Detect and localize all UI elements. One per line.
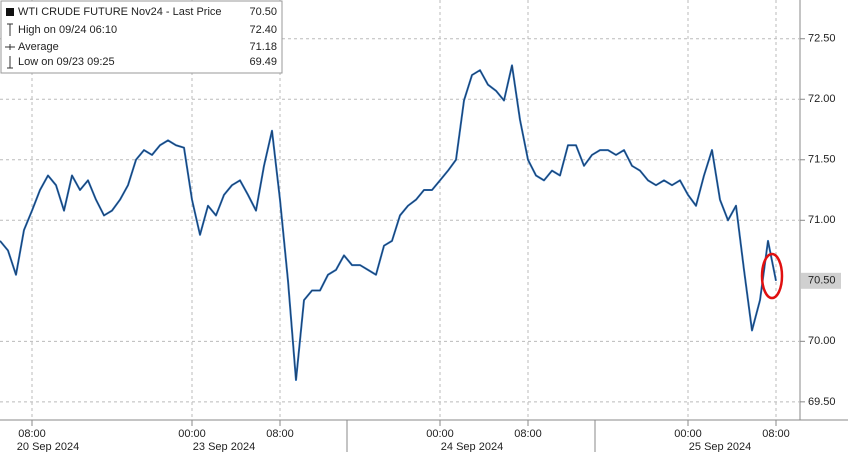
plot xyxy=(0,64,777,382)
y-tick-label: 71.00 xyxy=(808,214,836,226)
legend-name: WTI CRUDE FUTURE Nov24 - Last Price xyxy=(18,6,222,18)
x-date-label: 25 Sep 2024 xyxy=(689,441,751,452)
x-tick-label: 00:00 xyxy=(178,428,206,440)
highlight-ellipse xyxy=(760,252,784,300)
x-tick-label: 08:00 xyxy=(266,428,294,440)
x-date-label: 23 Sep 2024 xyxy=(193,441,255,452)
y-tick-label: 70.00 xyxy=(808,335,836,347)
legend-box xyxy=(0,0,283,74)
legend-name: Low on 09/23 09:25 xyxy=(18,56,115,68)
y-tick-label: 69.50 xyxy=(808,396,836,408)
x-tick-label: 08:00 xyxy=(762,428,790,440)
x-tick-label: 00:00 xyxy=(674,428,702,440)
x-tick-label: 00:00 xyxy=(426,428,454,440)
legend-value: 69.49 xyxy=(249,56,277,68)
legend: WTI CRUDE FUTURE Nov24 - Last Price 70.50… xyxy=(0,0,283,74)
x-date-label: 24 Sep 2024 xyxy=(441,441,503,452)
x-tick-label: 08:00 xyxy=(18,428,46,440)
x-date-label: 20 Sep 2024 xyxy=(17,441,79,452)
legend-swatch xyxy=(6,8,14,16)
y-tick-label: 72.50 xyxy=(808,33,836,45)
legend-value: 70.50 xyxy=(249,6,277,18)
price-line-shadow xyxy=(0,65,777,381)
legend-name: High on 09/24 06:10 xyxy=(18,24,117,36)
x-tick-label: 08:00 xyxy=(514,428,542,440)
y-tick-label: 72.00 xyxy=(808,93,836,105)
legend-value: 71.18 xyxy=(249,41,277,53)
y-tick-label: 71.50 xyxy=(808,154,836,166)
last-price-label: 70.50 xyxy=(808,275,836,287)
last-price-box xyxy=(801,272,841,289)
legend-value: 72.40 xyxy=(249,24,277,36)
legend-name: Average xyxy=(18,41,59,53)
